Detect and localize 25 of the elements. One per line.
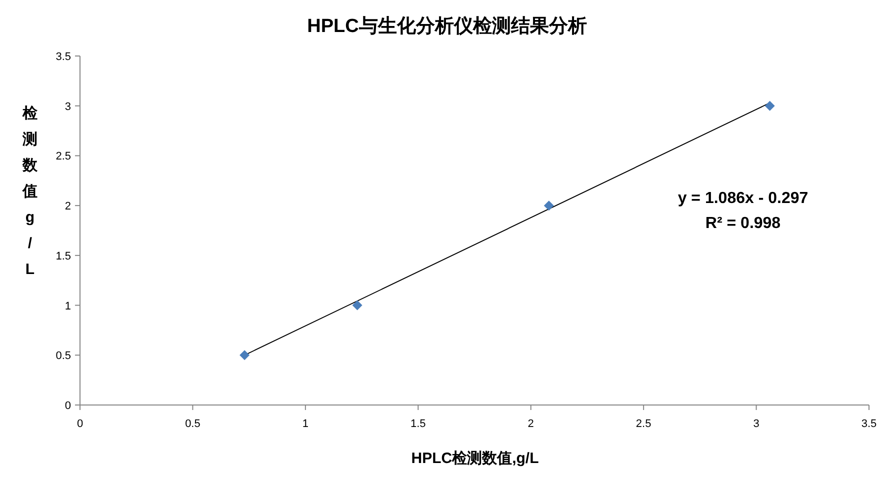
y-tick-label: 3.5 (56, 51, 71, 63)
x-tick-label: 1.5 (410, 418, 426, 430)
y-tick-label: 1.5 (56, 250, 71, 262)
point (240, 350, 250, 360)
annotation: R² = 0.998 (705, 215, 781, 232)
point (544, 200, 554, 211)
y-tick-label: 2.5 (56, 150, 71, 163)
x-tick-label: 2.5 (636, 418, 652, 430)
y-tick-label: 0 (64, 400, 71, 412)
y-tick-label: 2 (64, 200, 71, 213)
x-tick-label: 2 (528, 418, 534, 430)
y-tick-label: 1 (64, 300, 71, 312)
point (352, 300, 362, 310)
x-tick-label: 0.5 (185, 418, 200, 430)
y-tick-label: 3 (64, 100, 71, 113)
x-axis-title: HPLC检测数值,g/L (411, 450, 539, 467)
x-tick-label: 1 (302, 418, 308, 430)
annotation: y = 1.086x - 0.297 (678, 190, 808, 207)
x-tick-label: 0 (76, 418, 84, 430)
chart-title: HPLC与生化分析仪检测结果分析 (307, 15, 587, 37)
x-tick-label: 3.5 (861, 418, 877, 430)
point (764, 100, 775, 111)
x-tick-label: 3 (753, 418, 760, 430)
y-axis-title: 检测数值g/L (22, 105, 38, 278)
y-tick-label: 0.5 (56, 350, 71, 362)
